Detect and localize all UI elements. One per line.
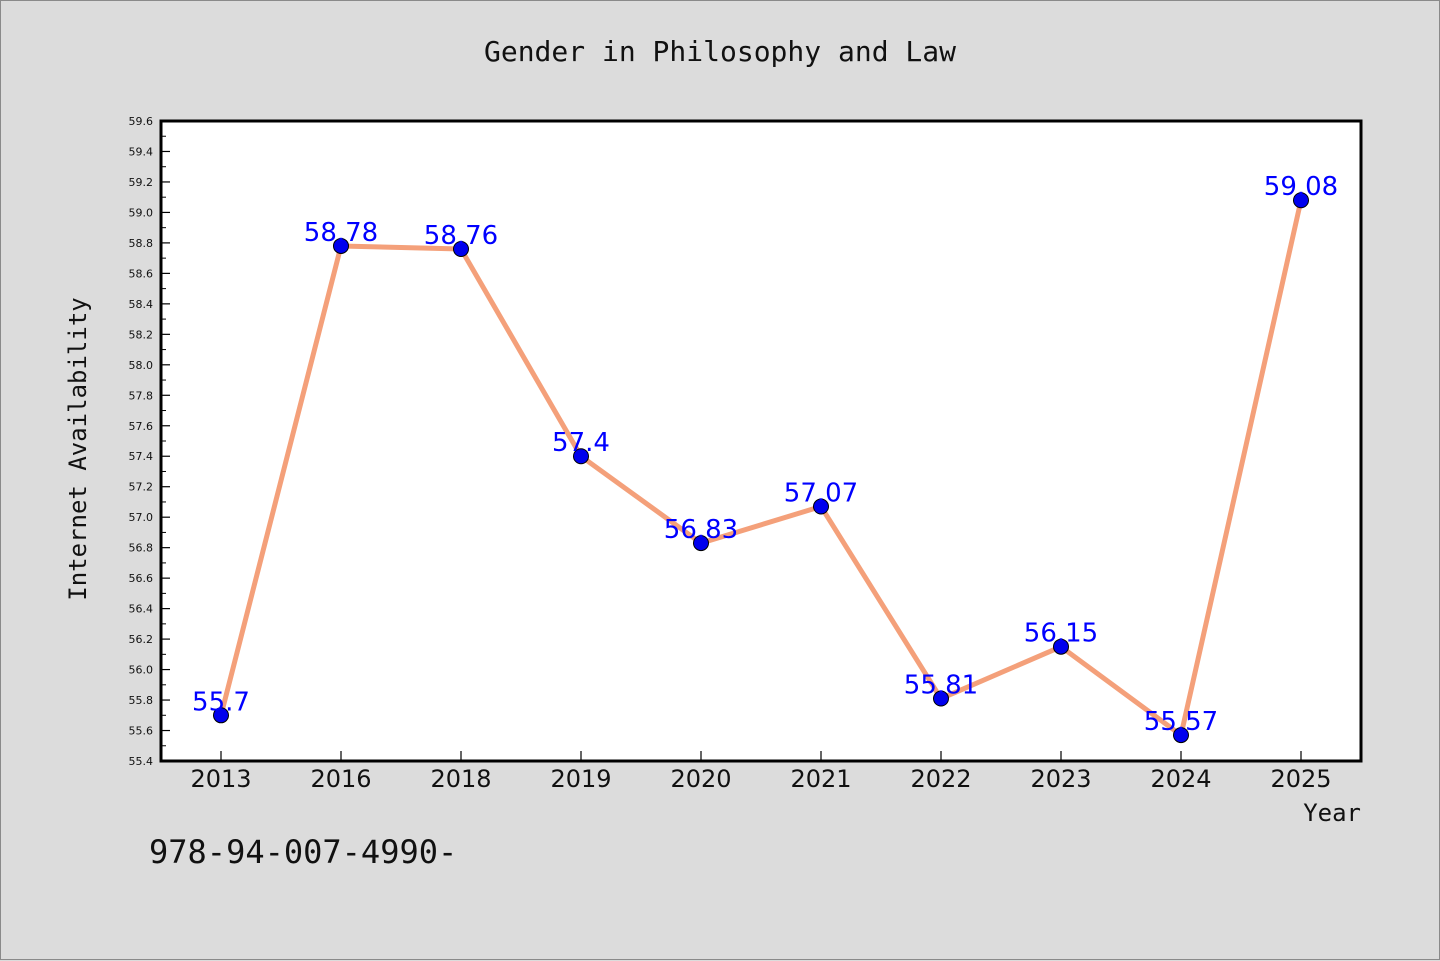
data-label: 55.7: [192, 687, 250, 717]
y-tick-label: 56.6: [129, 572, 154, 585]
data-label: 58.76: [424, 221, 498, 251]
data-label: 55.57: [1144, 707, 1218, 737]
data-label: 56.15: [1024, 619, 1098, 649]
y-tick-label: 57.2: [129, 481, 154, 494]
y-tick-label: 57.8: [129, 389, 154, 402]
y-tick-label: 58.4: [129, 298, 154, 311]
x-tick-label: 2025: [1270, 765, 1331, 793]
x-tick-label: 2024: [1150, 765, 1211, 793]
y-tick-label: 57.6: [129, 420, 154, 433]
y-tick-label: 57.0: [129, 511, 154, 524]
x-tick-label: 2013: [190, 765, 251, 793]
data-point: [1053, 638, 1069, 655]
data-point: [213, 707, 229, 724]
y-tick-label: 56.0: [129, 664, 154, 677]
y-tick-label: 56.8: [129, 542, 154, 555]
data-label: 57.4: [552, 428, 610, 458]
x-tick-label: 2023: [1030, 765, 1091, 793]
y-tick-label: 57.4: [129, 450, 154, 463]
y-tick-label: 55.4: [129, 755, 154, 768]
y-tick-label: 59.2: [129, 176, 154, 189]
y-tick-label: 58.6: [129, 267, 154, 280]
y-axis-label: Internet Availability: [64, 297, 92, 600]
series-line: [218, 199, 1304, 738]
y-tick-label: 56.2: [129, 633, 154, 646]
data-point: [813, 498, 829, 515]
data-point: [333, 237, 349, 254]
x-tick-label: 2021: [790, 765, 851, 793]
y-tick-label: 58.8: [129, 237, 154, 250]
x-axis-label: Year: [1303, 799, 1361, 827]
data-point: [1173, 727, 1189, 744]
x-tick-label: 2019: [550, 765, 611, 793]
data-label: 59.08: [1264, 172, 1338, 202]
plot-area: [159, 119, 1363, 763]
data-label: 55.81: [904, 671, 978, 701]
x-tick-label: 2016: [310, 765, 371, 793]
y-tick-label: 56.4: [129, 603, 154, 616]
chart-title: Gender in Philosophy and Law: [483, 35, 956, 68]
y-tick-label: 59.6: [129, 115, 154, 128]
y-tick-label: 59.4: [129, 145, 154, 158]
x-tick-label: 2022: [910, 765, 971, 793]
data-label: 57.07: [784, 479, 858, 509]
y-tick-label: 55.8: [129, 694, 154, 707]
data-point: [1293, 192, 1309, 209]
y-tick-label: 58.2: [129, 328, 154, 341]
data-point: [453, 241, 469, 257]
data-point: [693, 535, 709, 552]
x-tick-label: 2018: [430, 765, 491, 793]
data-point: [573, 448, 589, 465]
data-label: 58.78: [304, 218, 378, 248]
y-tick-label: 55.6: [129, 725, 154, 738]
isbn-text: 978-94-007-4990-: [149, 833, 458, 871]
data-point: [933, 690, 949, 707]
y-tick-label: 59.0: [129, 206, 154, 219]
y-tick-label: 58.0: [129, 359, 154, 372]
x-tick-label: 2020: [670, 765, 731, 793]
data-label: 56.83: [664, 515, 738, 545]
